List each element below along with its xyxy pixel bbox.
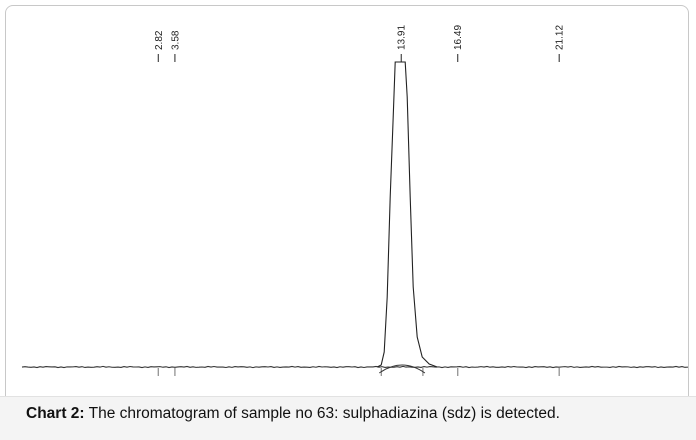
peak-labels: 2.82 3.58 13.91 16.49 21.12 (154, 25, 566, 62)
peak-trace (376, 61, 438, 368)
chromatogram-plot: 2.82 3.58 13.91 16.49 21.12 (21, 25, 689, 376)
integration-baseline (379, 364, 426, 374)
caption-label: Chart 2: (26, 405, 85, 422)
signal-layer (376, 61, 438, 374)
figure-caption: Chart 2: The chromatogram of sample no 6… (26, 405, 560, 423)
peak-label: 21.12 (555, 25, 566, 50)
peak-label: 3.58 (170, 30, 181, 50)
peak-label: 2.82 (154, 30, 165, 50)
caption-text: The chromatogram of sample no 63: sulpha… (84, 405, 560, 422)
caption-area (0, 396, 696, 440)
figure-frame (5, 5, 689, 433)
baseline-trace (21, 365, 689, 369)
baseline-layer (21, 365, 689, 369)
peak-label: 16.49 (453, 25, 464, 50)
baseline-marks (157, 368, 560, 376)
peak-label: 13.91 (397, 25, 408, 50)
